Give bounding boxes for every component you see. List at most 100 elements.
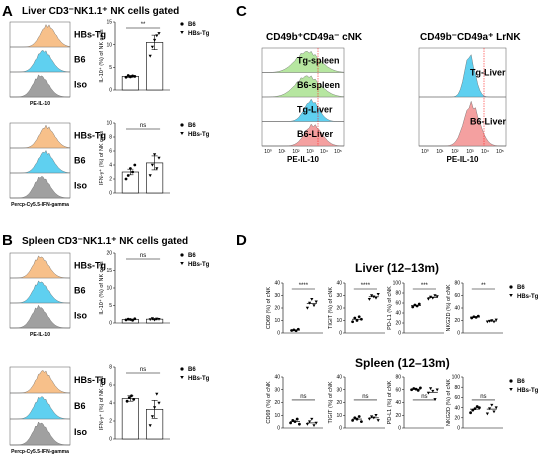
data-point <box>310 417 314 421</box>
data-point <box>150 163 154 167</box>
panel-c-title-lrnk: CD49b⁻CD49a⁺ LrNK <box>420 32 521 43</box>
y-axis-label: IL-10⁺ (%) of NK cells <box>98 29 105 83</box>
significance-label: **** <box>299 283 309 289</box>
data-point <box>126 74 130 77</box>
y-tick-label: 4 <box>109 163 112 169</box>
histogram-peak <box>10 149 71 174</box>
histogram-xlabel: Percp-Cy5.5-IFN-gamma <box>11 449 69 455</box>
data-point <box>433 294 437 298</box>
panel-d-title-spleen: Spleen (12–13m) <box>355 356 450 370</box>
legend-marker-hbs <box>180 132 184 135</box>
y-tick-label: 5 <box>109 65 112 71</box>
y-axis-label: PD-L1 (%) of cNK <box>387 380 393 424</box>
data-point <box>308 420 312 424</box>
data-point <box>353 416 357 420</box>
data-point <box>155 34 159 38</box>
legend-label-hbs: HBs-Tg <box>517 294 539 300</box>
histogram-series-label: B6 <box>74 286 86 296</box>
y-tick-label: 0 <box>457 331 460 337</box>
data-point <box>155 392 159 396</box>
histogram-peak <box>10 255 71 279</box>
legend-label-hbs: HBs-Tg <box>188 31 210 37</box>
histogram-series-label: HBs-Tg <box>74 375 106 385</box>
y-tick-label: 20 <box>274 400 280 406</box>
significance-label: ns <box>140 123 146 129</box>
data-point <box>153 153 157 157</box>
data-point <box>126 174 130 177</box>
legend-marker-b6 <box>180 253 184 257</box>
histogram-peak <box>10 74 71 98</box>
data-point <box>357 315 361 319</box>
data-point <box>127 396 131 399</box>
histogram-peak <box>262 98 345 122</box>
data-point <box>129 75 132 79</box>
x-tick-label: 10⁵ <box>496 149 504 155</box>
x-tick-label: 10⁰ <box>264 149 272 155</box>
data-point <box>157 401 161 405</box>
y-tick-label: 15 <box>106 20 112 26</box>
data-point <box>431 389 435 393</box>
x-tick-label: 10² <box>451 149 459 155</box>
y-tick-label: 8 <box>109 135 112 141</box>
y-tick-label: 10 <box>274 413 280 419</box>
histogram-peak <box>10 421 71 446</box>
data-point <box>426 297 430 301</box>
y-tick-label: 0 <box>398 331 401 337</box>
y-tick-label: 40 <box>274 375 280 381</box>
histogram-peak <box>261 50 345 73</box>
data-point <box>133 75 137 78</box>
y-axis-label: IFN-γ⁺ (%) of NK cells <box>98 376 105 430</box>
data-point <box>310 298 314 301</box>
y-tick-label: 60 <box>454 395 460 401</box>
x-tick-label: 10³ <box>466 149 474 155</box>
panel-a-title: Liver CD3⁻NK1.1⁺ NK cells gated <box>22 6 179 17</box>
panel-d-title-liver: Liver (12–13m) <box>355 261 439 275</box>
data-point <box>129 167 132 170</box>
significance-label: **** <box>361 283 371 289</box>
legend-label-hbs: HBs-Tg <box>188 262 210 268</box>
y-tick-label: 5 <box>109 303 112 309</box>
data-point <box>433 398 437 401</box>
data-point <box>157 156 161 160</box>
panel-letter-c: C <box>236 3 247 20</box>
x-tick-label: 10⁴ <box>481 149 489 155</box>
y-tick-label: 60 <box>454 293 460 299</box>
histogram-peak <box>10 124 71 149</box>
histogram-peak <box>10 280 71 304</box>
y-tick-label: 60 <box>395 387 401 393</box>
data-point <box>153 318 157 322</box>
y-tick-label: 40 <box>395 400 401 406</box>
y-tick-label: 40 <box>454 405 460 411</box>
y-tick-label: 2 <box>109 177 112 183</box>
histogram-series-label: Tg-Liver <box>470 68 506 78</box>
y-tick-label: 15 <box>106 268 112 274</box>
y-tick-label: 20 <box>336 400 342 406</box>
y-tick-label: 6 <box>109 149 112 155</box>
y-tick-label: 20 <box>454 416 460 422</box>
histogram-peak <box>9 304 71 329</box>
data-point <box>298 422 301 426</box>
data-point <box>124 75 128 79</box>
legend-marker-hbs <box>180 376 184 379</box>
bar <box>121 76 139 91</box>
legend-marker-hbs <box>509 388 513 391</box>
data-point <box>492 410 496 414</box>
y-tick-label: 30 <box>274 387 280 393</box>
data-point <box>312 424 316 428</box>
significance-label: ns <box>140 367 146 373</box>
y-tick-label: 20 <box>106 251 112 257</box>
legend-marker-b6 <box>180 123 184 127</box>
y-tick-label: 60 <box>395 301 401 307</box>
data-point <box>157 317 161 321</box>
bar <box>121 171 139 194</box>
y-tick-label: 0 <box>398 426 401 432</box>
histogram-peak <box>10 176 71 199</box>
histogram-series-label: Iso <box>74 80 88 90</box>
y-tick-label: 0 <box>339 331 342 337</box>
data-point <box>353 316 357 320</box>
legend-marker-hbs <box>180 31 184 34</box>
data-point <box>355 319 359 322</box>
data-point <box>150 317 154 321</box>
histogram-series-label: B6-spleen <box>297 80 340 90</box>
